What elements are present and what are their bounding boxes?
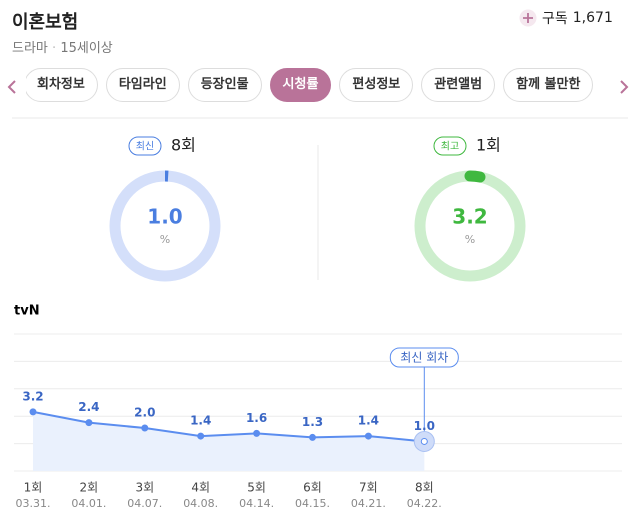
x-date-label: 04.22. — [407, 497, 442, 510]
data-label: 1.4 — [358, 414, 379, 428]
gauge-value: 1.0 — [147, 205, 182, 229]
episode: 8회 — [171, 136, 196, 155]
tab[interactable]: 함께 볼만한 — [503, 68, 594, 102]
point — [420, 437, 428, 445]
x-tick-label: 7회 — [359, 481, 378, 495]
tab[interactable]: 관련앨범 — [421, 68, 496, 102]
x-date-label: 04.21. — [351, 497, 386, 510]
gauge-value: 3.2 — [452, 205, 487, 229]
subscribe-label: 구독 — [542, 11, 568, 27]
data-label: 1.0 — [414, 419, 435, 433]
point — [309, 433, 316, 441]
x-date-label: 04.07. — [127, 497, 162, 510]
badge-box — [433, 136, 467, 156]
episode: 1회 — [476, 136, 501, 155]
prev-arrow[interactable] — [4, 78, 20, 96]
annotation-box — [389, 347, 459, 368]
badge: 최신 — [136, 141, 154, 153]
next-arrow[interactable] — [616, 78, 632, 96]
gauge-unit: % — [160, 233, 170, 246]
tab[interactable]: 시청률 — [269, 68, 332, 102]
x-date-label: 04.15. — [295, 497, 330, 510]
genre: 드라마 — [12, 41, 48, 56]
data-label: 3.2 — [22, 389, 43, 403]
meta: 드라마 · 15세이상 — [12, 41, 113, 56]
x-date-label: 04.01. — [71, 497, 106, 510]
line — [32, 410, 425, 443]
point — [197, 432, 205, 440]
x-tick-label: 3회 — [135, 481, 154, 495]
tab[interactable]: 편성정보 — [339, 68, 414, 102]
subscriber-count: 1,671 — [572, 10, 613, 26]
badge-box — [128, 136, 162, 156]
data-label: 2.0 — [134, 406, 155, 420]
x-date-label: 04.08. — [183, 497, 218, 510]
tab[interactable]: 타임라인 — [105, 68, 180, 102]
title: 이혼보험 — [12, 12, 79, 33]
data-label: 1.6 — [246, 411, 267, 425]
data-label: 1.4 — [190, 414, 211, 428]
x-tick-label: 5회 — [247, 481, 266, 495]
x-tick-label: 1회 — [24, 481, 43, 495]
x-tick-label: 8회 — [415, 481, 434, 495]
x-tick-label: 2회 — [80, 481, 99, 495]
plus-icon — [519, 9, 537, 27]
x-tick-label: 4회 — [191, 481, 210, 495]
data-label: 1.3 — [302, 415, 323, 429]
data-label: 2.4 — [78, 400, 99, 414]
point — [364, 432, 372, 440]
rating: 15세이상 — [60, 41, 113, 56]
subscribe-button[interactable]: 구독 1,671 — [519, 8, 613, 28]
tab[interactable]: 등장인물 — [187, 68, 262, 102]
point — [141, 424, 149, 432]
area — [33, 411, 425, 471]
annotation: 최신 회차 — [400, 351, 448, 365]
gauge-unit: % — [465, 233, 475, 246]
tab-bar: 회차정보 타임라인 등장인물 시청률 편성정보 관련앨범 함께 볼만한 — [26, 68, 606, 102]
x-date-label: 03.31. — [16, 497, 51, 510]
badge: 최고 — [441, 141, 459, 153]
gauge-arc — [464, 170, 486, 183]
channel: tvN — [14, 304, 40, 319]
point — [85, 419, 93, 427]
tab[interactable]: 회차정보 — [26, 68, 98, 102]
ratings-panel: tvN 최신 8회 1.0% 최고 1회 3.2% 최신 회차 3.2 1회 03.31. 2.4 2… — [12, 117, 628, 510]
point — [29, 408, 37, 416]
x-date-label: 04.14. — [239, 497, 274, 510]
point — [253, 429, 261, 437]
x-tick-label: 6회 — [303, 481, 322, 495]
